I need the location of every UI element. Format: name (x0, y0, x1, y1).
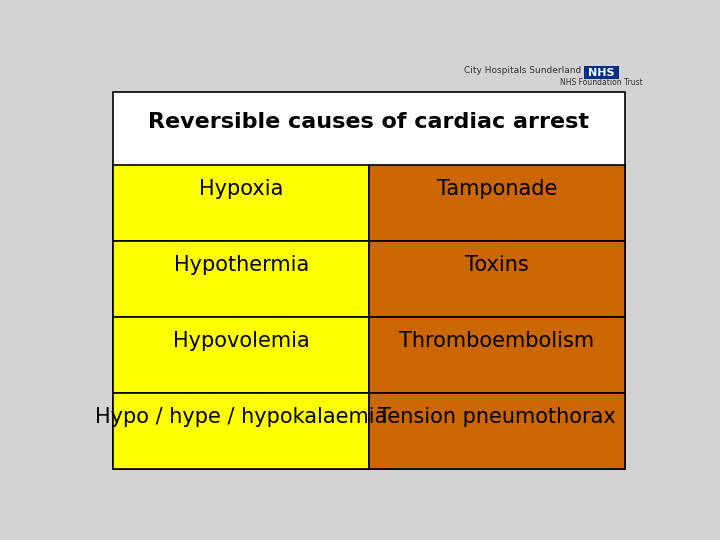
Text: Reversible causes of cardiac arrest: Reversible causes of cardiac arrest (148, 112, 590, 132)
Bar (369, 393, 625, 469)
Text: Tamponade: Tamponade (437, 179, 557, 199)
Bar (369, 241, 625, 317)
Text: Tension pneumothorax: Tension pneumothorax (378, 407, 616, 427)
Bar (113, 317, 369, 393)
Bar (369, 317, 625, 393)
Bar (584, 66, 619, 79)
Text: Thromboembolism: Thromboembolism (400, 332, 595, 352)
Text: NHS Foundation Trust: NHS Foundation Trust (560, 78, 643, 87)
Text: Hypothermia: Hypothermia (174, 255, 309, 275)
Bar (113, 241, 369, 317)
Bar (113, 165, 369, 241)
Text: NHS: NHS (588, 68, 615, 78)
Text: Hypo / hype / hypokalaemia: Hypo / hype / hypokalaemia (95, 407, 387, 427)
Text: Hypovolemia: Hypovolemia (173, 332, 310, 352)
Text: City Hospitals Sunderland: City Hospitals Sunderland (464, 66, 581, 75)
Bar (113, 393, 369, 469)
Bar (369, 165, 625, 241)
Text: Toxins: Toxins (465, 255, 528, 275)
Text: Hypoxia: Hypoxia (199, 179, 283, 199)
